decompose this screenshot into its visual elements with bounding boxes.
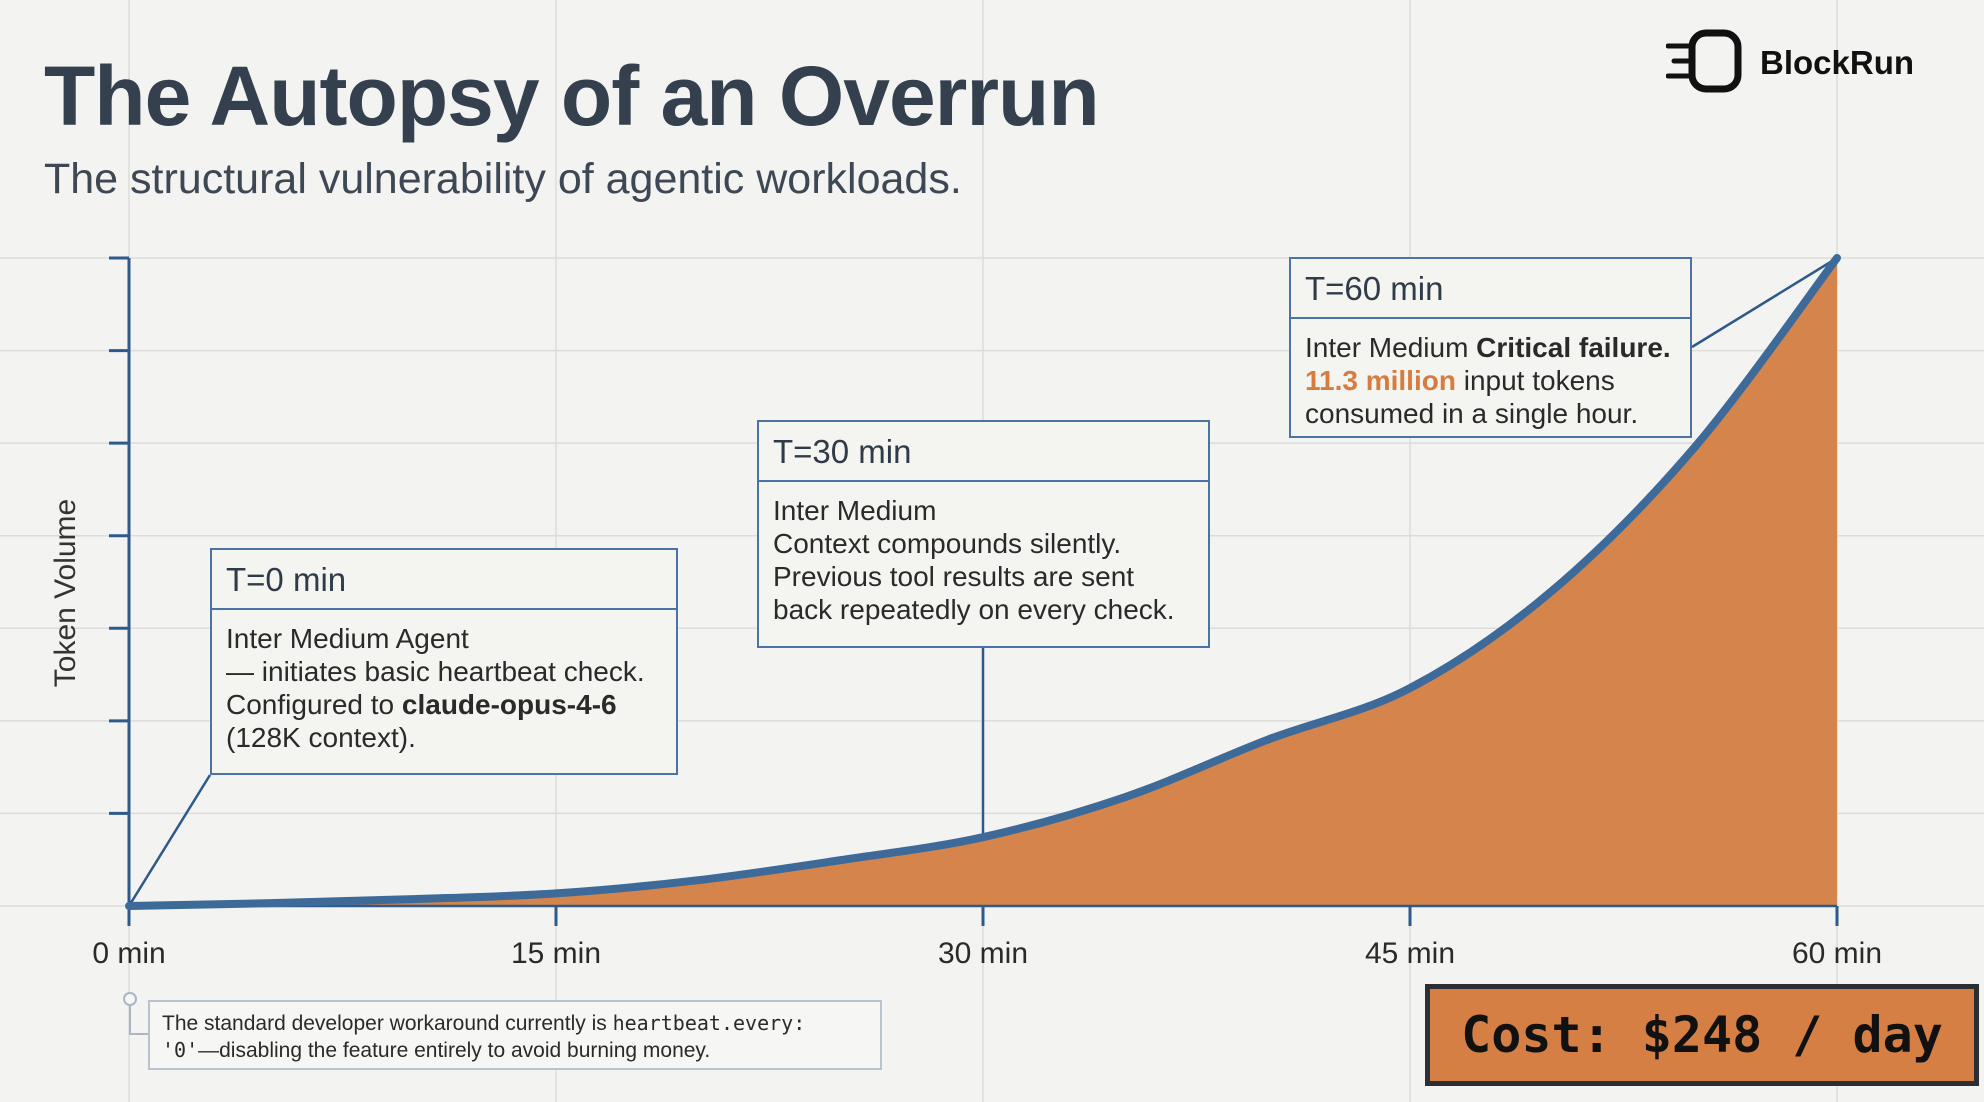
- callout-text: Previous tool results are sent: [773, 561, 1135, 593]
- callout-leader: [1691, 256, 1838, 349]
- page-title: The Autopsy of an Overrun: [44, 49, 1100, 143]
- brand: BlockRun: [1666, 28, 1914, 98]
- x-tick-label: 0 min: [92, 937, 165, 970]
- callout-line: (128K context).: [226, 721, 662, 754]
- callout-emphasis: 11.3 million: [1305, 365, 1456, 397]
- callout-leaders: [127, 256, 1838, 907]
- callout-body: Inter Medium Context compounds silently. P…: [759, 482, 1208, 638]
- y-axis-label: Token Volume: [49, 498, 82, 688]
- callout-header: T=0 min: [212, 550, 676, 611]
- callout-line: — initiates basic heartbeat check.: [226, 655, 662, 688]
- callout-leader: [127, 774, 212, 907]
- y-ticks: [109, 256, 129, 815]
- callout-body: Inter Medium Agent — initiates basic hear…: [212, 610, 676, 766]
- callout-text: input tokens: [1455, 365, 1615, 397]
- callout-line: Inter Medium: [773, 494, 1194, 527]
- x-tick-label: 15 min: [511, 937, 601, 970]
- note-bracket: [123, 992, 148, 1035]
- callout-emphasis: Critical failure.: [1476, 332, 1671, 364]
- callout-t60: T=60 min Inter Medium Critical failure. 1…: [1289, 257, 1692, 438]
- callout-line: consumed in a single hour.: [1305, 397, 1676, 430]
- callout-line: Inter Medium Agent: [226, 622, 662, 655]
- cost-badge: Cost: $248 / day: [1425, 984, 1979, 1086]
- callout-header: T=60 min: [1291, 259, 1690, 320]
- x-tick-label: 45 min: [1365, 937, 1455, 970]
- callout-line: Inter Medium Critical failure.: [1305, 331, 1676, 364]
- callout-line: Previous tool results are sent: [773, 560, 1194, 593]
- brand-name: BlockRun: [1760, 44, 1915, 81]
- note-text: —disabling the feature entirely to avoid…: [198, 1039, 711, 1063]
- callout-text: back repeatedly on every check.: [773, 594, 1175, 626]
- callout-text: Configured to: [226, 689, 402, 721]
- callout-body: Inter Medium Critical failure. 11.3 milli…: [1291, 319, 1690, 442]
- token-area-fill: [129, 258, 1837, 906]
- x-tick-label: 60 min: [1792, 937, 1882, 970]
- token-curve: [125, 254, 1841, 910]
- callout-text: Context compounds silently.: [773, 528, 1122, 560]
- callout-line: Context compounds silently.: [773, 527, 1194, 560]
- callout-text: Inter Medium Agent: [226, 623, 469, 655]
- callout-t0: T=0 min Inter Medium Agent — initiates ba…: [210, 548, 678, 775]
- callout-text: — initiates basic heartbeat check.: [226, 656, 645, 688]
- callout-text: Inter Medium: [773, 495, 937, 527]
- x-tick-label: 30 min: [938, 937, 1028, 970]
- note-text: The standard developer workaround curren…: [162, 1012, 613, 1035]
- callout-text: consumed in a single hour.: [1305, 398, 1639, 430]
- callout-line: Configured to claude-opus-4-6: [226, 688, 662, 721]
- callout-emphasis: claude-opus-4-6: [401, 689, 617, 721]
- page-subtitle: The structural vulnerability of agentic …: [44, 155, 962, 203]
- callout-line: back repeatedly on every check.: [773, 593, 1194, 626]
- callout-text: Inter Medium: [1305, 332, 1477, 364]
- note-code: heartbeat.every:: [612, 1011, 806, 1035]
- blockrun-logo-icon: [1666, 29, 1742, 93]
- callout-header: T=30 min: [759, 422, 1208, 483]
- callout-text: (128K context).: [226, 722, 416, 754]
- workaround-note: The standard developer workaround curren…: [148, 1000, 882, 1070]
- x-ticks: 0 min 15 min 30 min 45 min 60 min: [92, 906, 1882, 970]
- callout-t30: T=30 min Inter Medium Context compounds s…: [757, 420, 1210, 648]
- note-code: '0': [162, 1038, 199, 1063]
- callout-line: 11.3 million input tokens: [1305, 364, 1676, 397]
